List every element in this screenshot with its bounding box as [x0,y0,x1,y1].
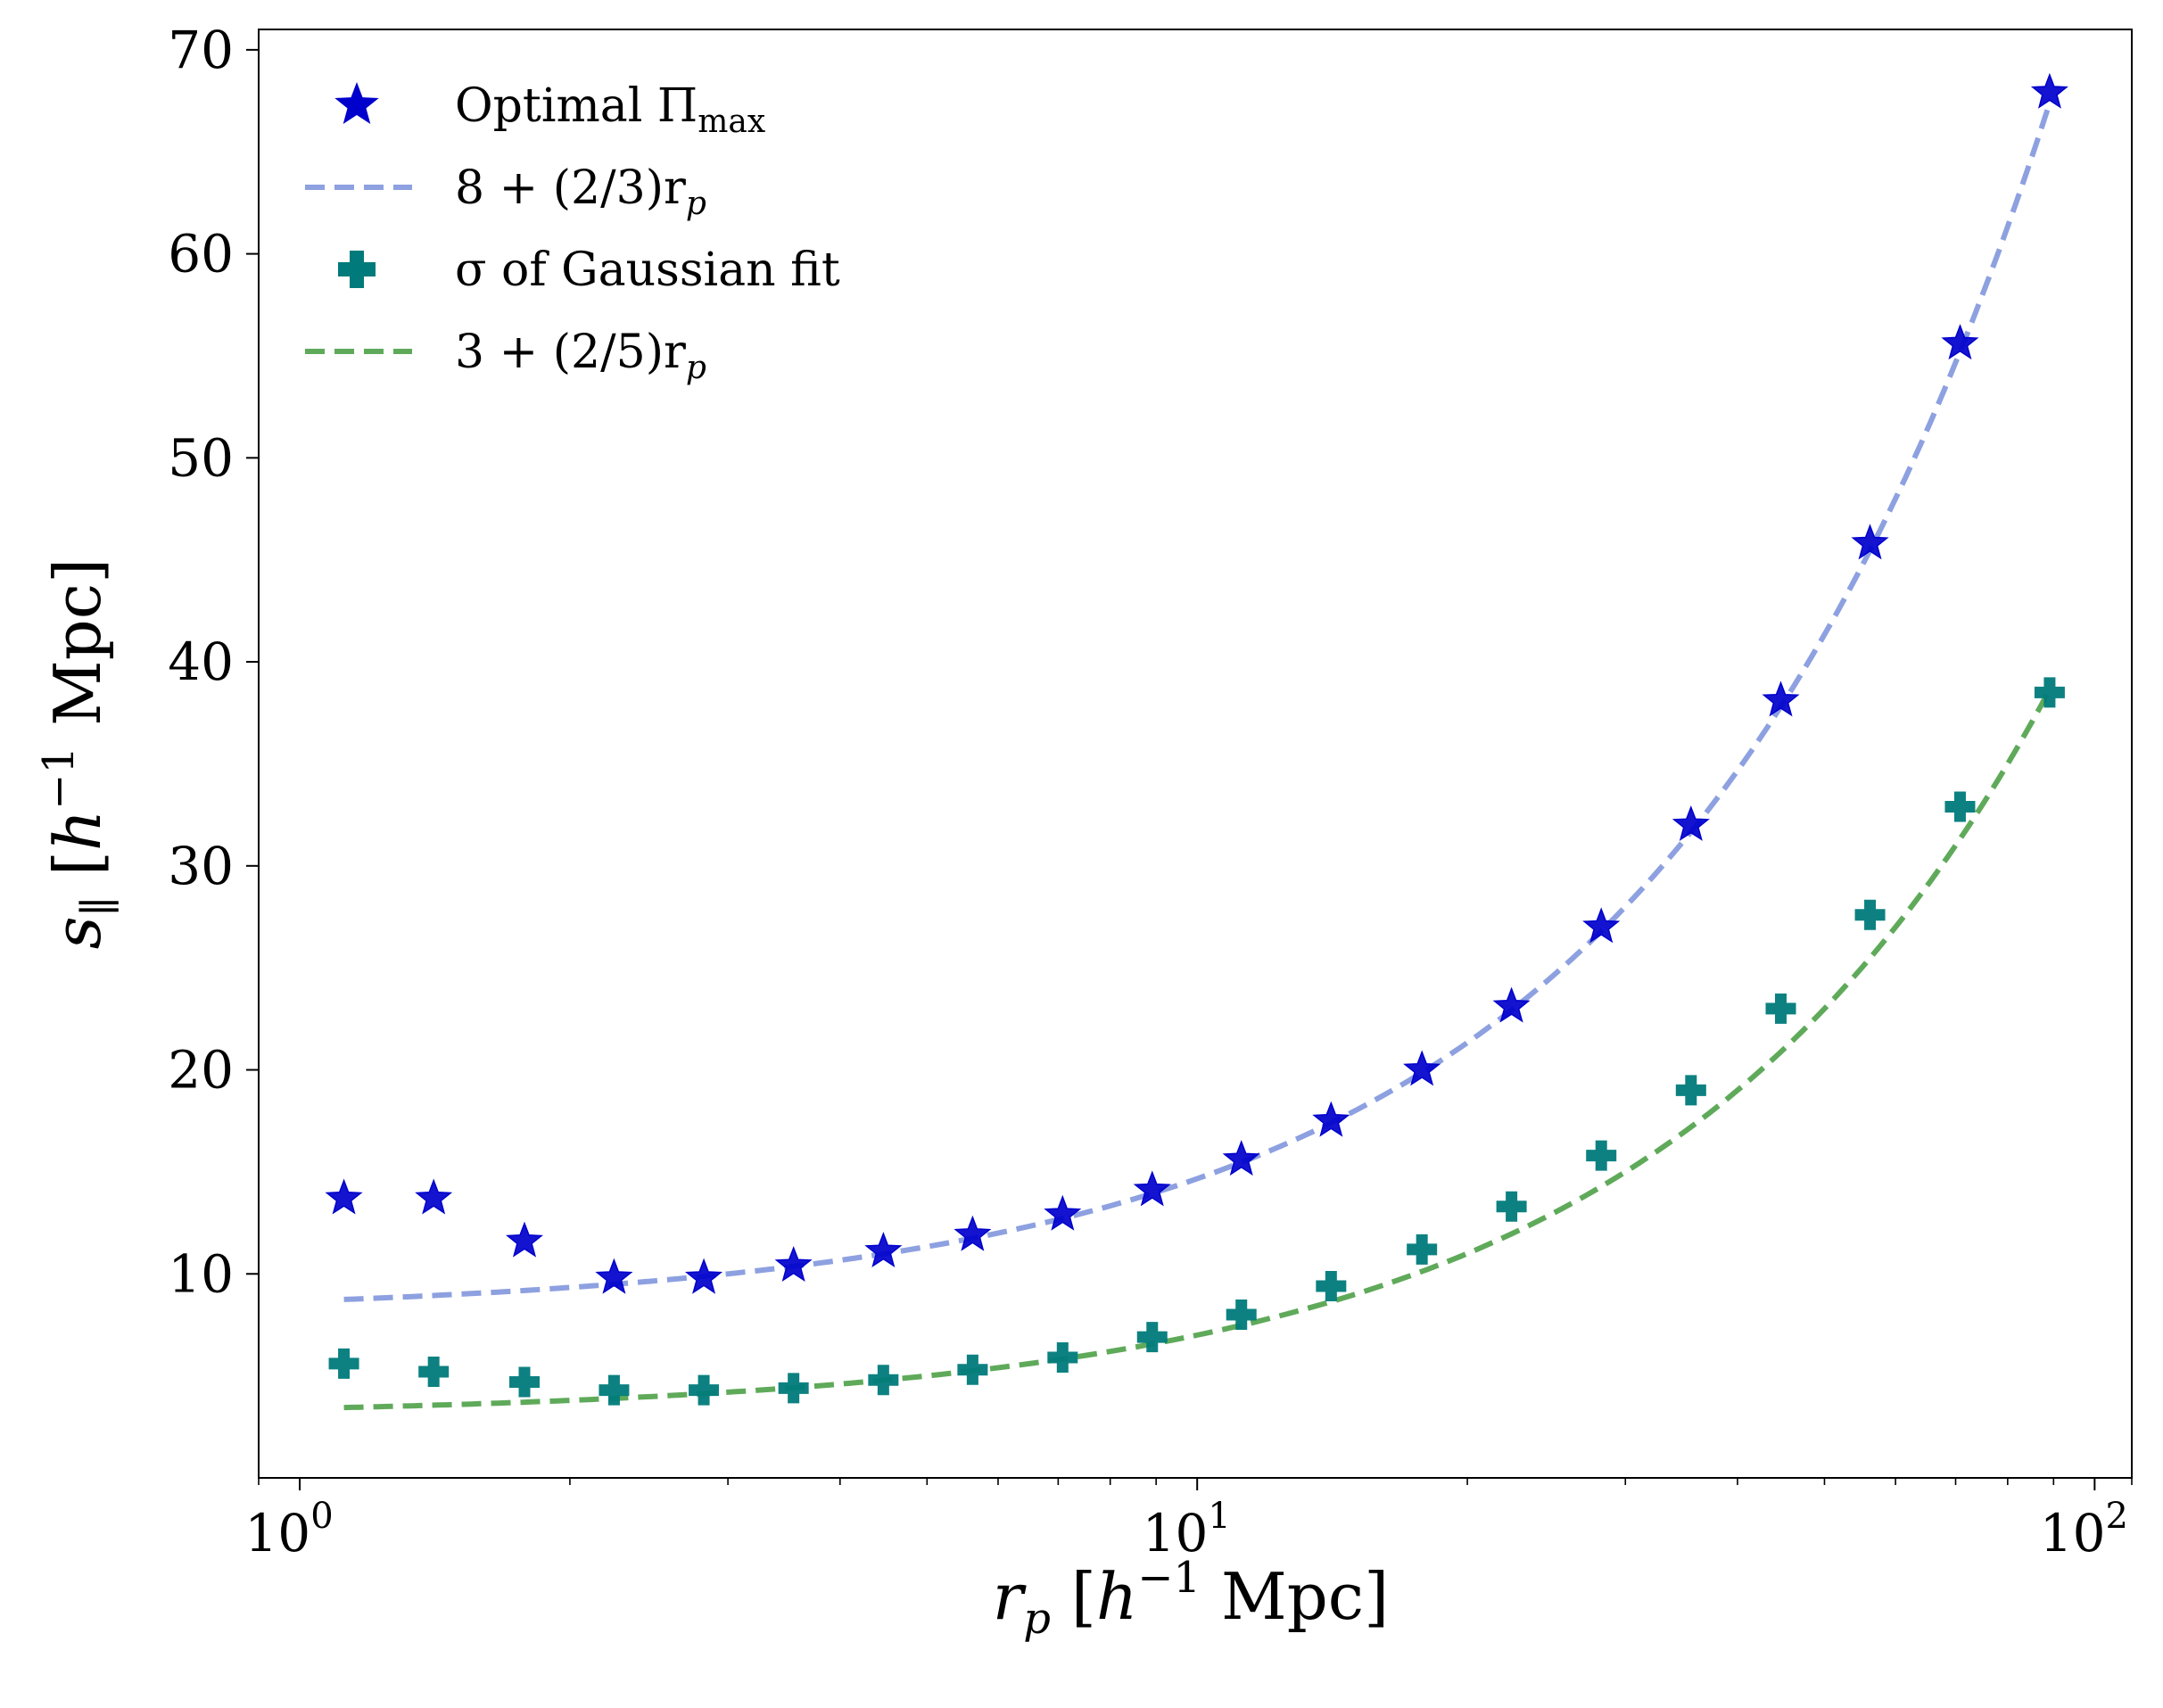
legend-star-marker [334,82,379,124]
legend-label: 8 + (2/3)rp [455,161,706,222]
legend-label: 3 + (2/5)rp [455,326,706,386]
star-point [954,1215,992,1251]
star-point [1492,986,1531,1023]
star-point [505,1221,544,1258]
plus-point [418,1357,450,1388]
legend-label-text: Optimal Π [455,79,698,133]
plus-point [1944,791,1976,822]
y-tick-label: 50 [168,427,234,488]
legend-entry: 8 + (2/3)rp [305,161,706,222]
plus-point [1854,899,1886,930]
star-point [325,1178,363,1215]
star-point [415,1178,453,1215]
plus-point [1407,1234,1438,1265]
star-point [1672,804,1710,841]
star-point [1851,524,1889,560]
y-label-sup: −1 [34,747,84,810]
x-tick-exp: 0 [310,1496,333,1537]
legend-entry: σ of Gaussian fit [338,243,840,297]
star-point [1941,324,1979,360]
legend-plus-marker [338,251,376,288]
plus-point [509,1366,541,1398]
legend-label-sub: p [686,186,706,222]
star-point [1762,681,1800,717]
x-tick-exp: 2 [2106,1496,2128,1537]
legend-label-sub: p [686,350,706,386]
x-label-main: r [993,1559,1027,1634]
y-tick-label: 10 [168,1243,234,1304]
plus-point [957,1354,988,1385]
plus-point [328,1348,359,1379]
y-label-main: s [40,916,115,949]
fit-line-1 [343,102,2052,1302]
x-axis-label: rp [h−1 Mpc] [993,1553,1389,1644]
x-tick-base: 10 [2040,1503,2106,1564]
x-tick-base: 10 [244,1503,310,1564]
star-point [1133,1170,1171,1207]
star-point [864,1231,903,1268]
plus-point [1586,1140,1617,1171]
plus-point [1496,1191,1527,1222]
fit-line-3 [343,688,2052,1411]
star-point [595,1258,633,1294]
y-label-open: [ [40,851,115,896]
x-label-close: Mpc] [1201,1559,1389,1634]
legend-label-text: 8 + (2/3)r [455,161,686,215]
x-tick-label: 100 [244,1496,333,1564]
x-label-open: [ [1051,1559,1096,1634]
plus-point [1675,1075,1706,1106]
plus-point [2034,677,2065,708]
y-tick-label: 40 [168,631,234,692]
legend-label: Optimal Πmax [455,79,765,140]
x-tick-label: 102 [2040,1496,2128,1564]
x-label-h: h [1096,1559,1137,1634]
plus-point [1047,1342,1078,1374]
plus-point [689,1374,720,1406]
legend-entry: 3 + (2/5)rp [305,326,706,386]
legend-label: σ of Gaussian fit [455,243,840,297]
plus-point [1765,993,1796,1024]
x-label-sub: p [1023,1594,1051,1644]
y-axis-label: s∥ [h−1 Mpc] [34,558,125,949]
star-point [1044,1194,1082,1231]
y-tick-label: 30 [168,836,234,896]
y-tick-label: 70 [168,20,234,80]
x-tick-exp: 1 [1208,1496,1230,1537]
star-point [1312,1101,1350,1137]
plus-point [599,1374,630,1406]
plus-point [1136,1322,1168,1353]
legend-label-text: 3 + (2/5)r [455,326,686,379]
y-tick-label: 20 [168,1040,234,1101]
y-tick-label: 60 [168,224,234,285]
plot-area [325,72,2068,1411]
star-point [1403,1050,1441,1086]
star-point [2030,72,2068,109]
plus-point [868,1365,899,1396]
y-label-sub: ∥ [75,896,125,916]
plus-point [1226,1300,1257,1331]
star-point [1582,907,1621,944]
x-label-sup: −1 [1137,1553,1201,1603]
x-tick-label: 101 [1143,1496,1231,1564]
legend-label-sub: max [698,103,765,140]
plot-frame [258,29,2133,1479]
plus-point [1316,1270,1347,1301]
y-label-close: Mpc] [40,558,115,747]
plus-point [778,1373,809,1404]
x-tick-base: 10 [1143,1503,1209,1564]
legend-label-text: σ of Gaussian fit [455,243,840,297]
plot-series [325,72,2068,1411]
star-point [1222,1140,1260,1176]
legend-entry: Optimal Πmax [334,79,765,140]
star-point [684,1258,723,1294]
y-label-h: h [40,810,115,851]
star-point [774,1245,813,1283]
